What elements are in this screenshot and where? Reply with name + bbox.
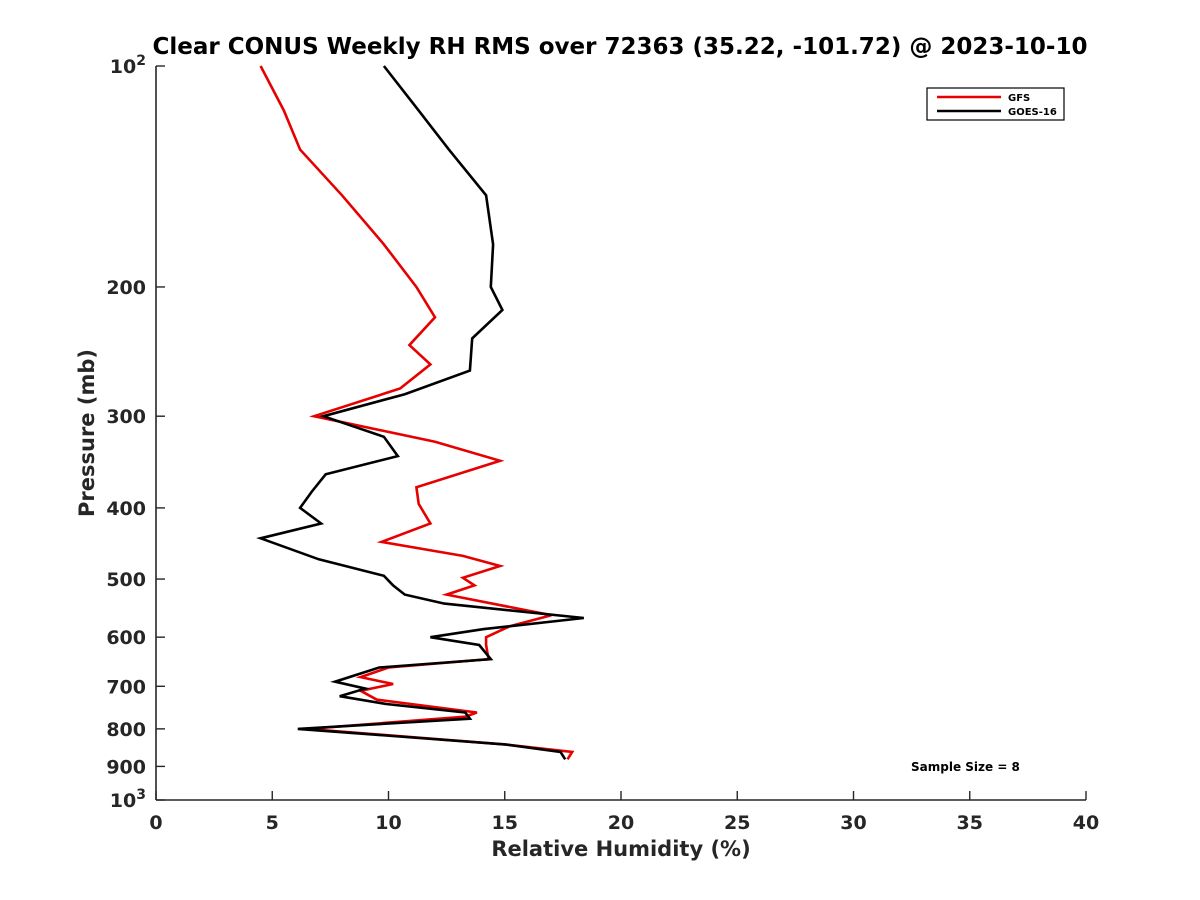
y-axis-label: Pressure (mb) <box>75 349 99 517</box>
y-tick-label-exponent: 2 <box>136 53 146 69</box>
y-tick-label: 800 <box>106 719 146 741</box>
x-tick-label: 25 <box>724 812 750 834</box>
x-axis-ticks: 0 5 10 15 20 25 30 35 40 <box>149 791 1099 834</box>
legend-goes16-label: GOES-16 <box>1008 107 1057 118</box>
x-tick-label: 35 <box>957 812 983 834</box>
y-tick-label: 200 <box>106 277 146 299</box>
x-tick-label: 20 <box>608 812 634 834</box>
chart-title: Clear CONUS Weekly RH RMS over 72363 (35… <box>153 34 1088 60</box>
x-tick-label: 0 <box>149 812 162 834</box>
y-tick-label-exponent: 3 <box>136 787 146 803</box>
series-line-gfs <box>259 65 575 760</box>
y-tick-label: 700 <box>106 676 146 698</box>
legend: GFS GOES-16 <box>926 87 1065 121</box>
y-tick-label: 300 <box>106 406 146 428</box>
y-tick-label: 900 <box>106 756 146 778</box>
y-tick-label: 500 <box>106 569 146 591</box>
x-tick-label: 30 <box>840 812 866 834</box>
x-tick-label: 10 <box>375 812 401 834</box>
series-layer <box>256 65 584 760</box>
series-line-goes-16 <box>256 65 584 760</box>
legend-gfs-label: GFS <box>1008 93 1030 104</box>
y-tick-label-base: 10 <box>110 790 136 812</box>
legend-box <box>926 87 1065 121</box>
y-tick-label: 400 <box>106 498 146 520</box>
y-tick-label: 600 <box>106 627 146 649</box>
y-tick-label: 103 <box>110 787 146 812</box>
x-axis-label: Relative Humidity (%) <box>491 837 750 861</box>
x-tick-label: 5 <box>266 812 279 834</box>
y-tick-label-base: 10 <box>110 56 136 78</box>
y-tick-label: 102 <box>110 53 146 78</box>
sample-size-annotation: Sample Size = 8 <box>911 760 1020 774</box>
x-tick-label: 40 <box>1073 812 1099 834</box>
x-tick-label: 15 <box>492 812 518 834</box>
